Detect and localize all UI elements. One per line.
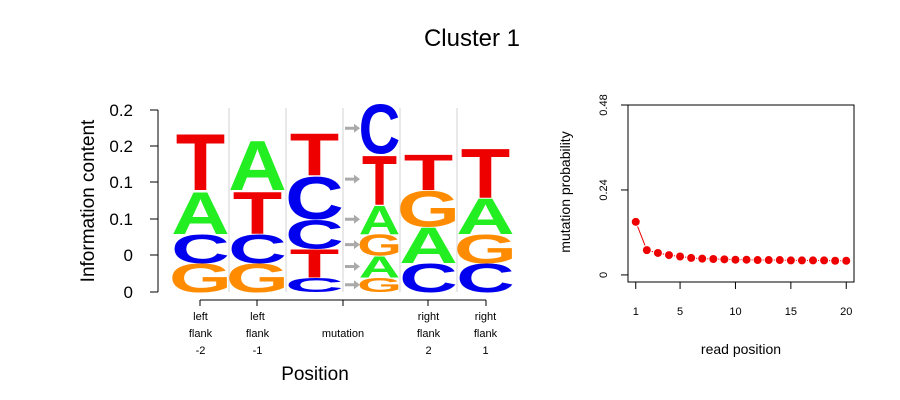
logo-y-tick-label: 0 <box>124 246 133 265</box>
plot-x-tick-label: 10 <box>729 306 741 318</box>
logo-x-tick-label: flank <box>246 328 270 340</box>
plot-point <box>687 253 696 262</box>
plot-point <box>676 252 685 261</box>
logo-x-label: Position <box>281 364 349 385</box>
logo-x-tick-label: flank <box>417 328 441 340</box>
plot-point <box>698 254 707 263</box>
logo-letter-t: T <box>290 121 339 189</box>
logo-mutation-arrow <box>345 280 360 290</box>
plot-point <box>842 256 851 265</box>
plot-y-tick-label: 0.48 <box>598 94 610 115</box>
plot-point <box>709 254 718 263</box>
plot-point <box>753 256 762 265</box>
logo-mutation-arrow <box>345 214 360 224</box>
logo-y-label: Information content <box>78 119 99 282</box>
logo-x-tick-label: left <box>250 311 265 323</box>
plot-x-tick-label: 5 <box>677 306 683 318</box>
plot-frame <box>627 104 855 283</box>
logo-x-tick-label: right <box>418 311 439 323</box>
plot-y-tick-label: 0 <box>598 272 610 278</box>
logo-letter-g: G <box>169 255 232 301</box>
logo-letter-g: G <box>357 274 402 297</box>
plot-point <box>775 256 784 265</box>
logo-letter-g: G <box>226 255 289 301</box>
plot-y-label: mutation probability <box>557 131 573 252</box>
plot-point <box>786 256 795 265</box>
plot-line-segment <box>637 226 646 246</box>
logo-x-tick-label: -2 <box>196 345 206 357</box>
logo-mutation-arrow <box>345 174 360 184</box>
plot-x-tick-label: 20 <box>840 306 852 318</box>
logo-x-tick-label: 2 <box>425 345 431 357</box>
logo-letter-c: C <box>285 274 343 296</box>
plot-y-tick-label: 0.24 <box>598 179 610 200</box>
logo-letter-t: T <box>290 241 339 287</box>
plot-x-tick-label: 1 <box>633 306 639 318</box>
logo-y-tick-label: 0.1 <box>109 210 133 229</box>
logo-y-tick-label: 0.1 <box>109 173 133 192</box>
logo-letter-a: A <box>359 250 400 284</box>
plot-point <box>764 256 773 265</box>
logo-y-tick-label: 0.2 <box>109 101 133 120</box>
logo-y-tick-label: 0 <box>124 283 133 302</box>
logo-x-tick-label: right <box>475 311 496 323</box>
logo-letter-c: C <box>171 226 229 272</box>
logo-mutation-arrow <box>345 123 360 133</box>
logo-letter-g: G <box>397 182 460 238</box>
logo-letter-g: G <box>454 226 517 272</box>
plot-point <box>742 255 751 264</box>
logo-x-tick-label: flank <box>474 328 498 340</box>
logo-mutation-arrow <box>345 262 360 272</box>
logo-x-tick-label: left <box>193 311 208 323</box>
logo-letter-c: C <box>359 90 400 169</box>
plot-point <box>820 256 829 265</box>
logo-letter-c: C <box>456 255 514 301</box>
logo-letter-t: T <box>176 118 225 208</box>
plot-point <box>631 217 640 226</box>
logo-letter-a: A <box>359 197 400 243</box>
logo-letter-c: C <box>285 165 343 233</box>
logo-letter-a: A <box>399 218 457 274</box>
logo-letter-c: C <box>399 255 457 301</box>
logo-letter-a: A <box>456 189 514 245</box>
plot-point <box>831 256 840 265</box>
sequence-logo: 000.10.10.20.2 GCATGCTACTCCTGAGATCCAGTCG… <box>78 90 517 385</box>
plot-point <box>653 248 662 257</box>
plot-point <box>720 255 729 264</box>
plot-point <box>809 256 818 265</box>
plot-x-tick-label: 15 <box>785 306 797 318</box>
logo-letter-c: C <box>285 212 343 258</box>
chart-title: Cluster 1 <box>424 25 520 52</box>
logo-letter-t: T <box>404 145 453 201</box>
logo-letter-t: T <box>461 134 510 213</box>
plot-x-label: read position <box>701 341 781 357</box>
logo-letter-t: T <box>233 179 282 247</box>
logo-x-tick-label: flank <box>189 328 213 340</box>
logo-mutation-arrow <box>345 240 360 250</box>
logo-x-tick-label: 1 <box>482 345 488 357</box>
logo-y-tick-label: 0.2 <box>109 137 133 156</box>
logo-x-tick-label: -1 <box>253 345 263 357</box>
logo-letter-a: A <box>171 179 229 247</box>
logo-letter-t: T <box>362 141 397 220</box>
plot-point <box>797 256 806 265</box>
plot-point <box>642 246 651 255</box>
plot-point <box>664 251 673 260</box>
plot-point <box>731 255 740 264</box>
logo-letter-a: A <box>228 127 286 206</box>
logo-letter-g: G <box>357 228 402 262</box>
logo-x-tick-label: mutation <box>322 328 364 340</box>
logo-letter-c: C <box>228 226 286 272</box>
